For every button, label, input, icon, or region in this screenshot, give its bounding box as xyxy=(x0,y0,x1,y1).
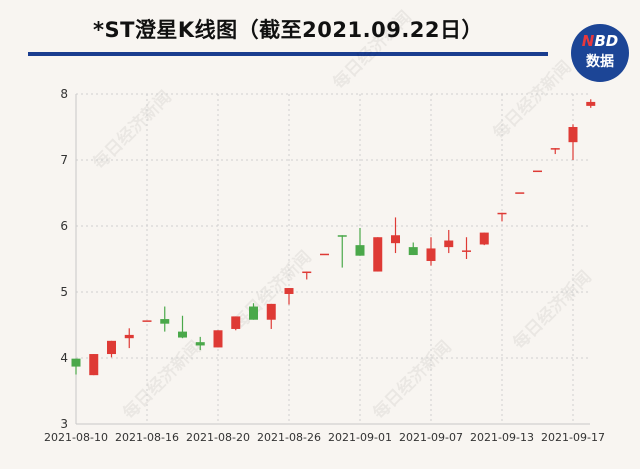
watermark: 每日经济新闻 xyxy=(329,7,416,94)
watermark: 每日经济新闻 xyxy=(119,337,206,424)
x-tick-label: 2021-08-20 xyxy=(186,431,250,444)
candle-2021-08-31 xyxy=(337,235,347,268)
candle-body xyxy=(426,248,436,261)
candle-body xyxy=(89,354,99,376)
candle-2021-08-23 xyxy=(231,316,241,331)
chart-title: *ST澄星K线图（截至2021.09.22日） xyxy=(92,18,484,42)
candle-2021-08-30 xyxy=(320,253,329,256)
candle-2021-09-22 xyxy=(586,99,596,108)
x-tick-label: 2021-08-26 xyxy=(257,431,321,444)
candle-body xyxy=(249,306,258,320)
axes: 3 4 5 6 7 8 2021-08-10 2021-08-16 2021-08-20 2021… xyxy=(44,87,605,444)
candle-body xyxy=(107,340,116,355)
candle-2021-09-08 xyxy=(444,229,454,254)
candle-2021-08-19 xyxy=(195,336,205,351)
candle-body xyxy=(533,170,542,173)
watermark: 每日经济新闻 xyxy=(369,337,456,424)
candle-body xyxy=(408,247,418,256)
candle-2021-09-06 xyxy=(408,242,418,256)
candle-body xyxy=(231,316,241,329)
logo-text: BD xyxy=(594,32,619,50)
candle-2021-08-20 xyxy=(213,330,223,348)
candle-2021-09-09 xyxy=(462,237,471,259)
candle-body xyxy=(71,358,81,367)
candle-2021-08-13 xyxy=(124,328,134,349)
candle-body xyxy=(302,271,312,274)
x-tick-label: 2021-08-10 xyxy=(44,431,108,444)
candle-2021-09-03 xyxy=(391,217,400,254)
candle-body xyxy=(124,334,134,339)
candle-body xyxy=(142,320,152,322)
candle-body xyxy=(195,342,205,346)
candle-2021-09-01 xyxy=(355,227,365,256)
candle-body xyxy=(515,192,525,194)
candle-body xyxy=(586,101,596,106)
candle-2021-08-16 xyxy=(142,320,152,322)
candle-2021-09-16 xyxy=(550,148,560,155)
candle-2021-09-13 xyxy=(497,212,507,222)
candle-2021-09-14 xyxy=(515,192,525,194)
x-tick-label: 2021-09-17 xyxy=(541,431,605,444)
candle-body xyxy=(462,250,471,252)
nbd-logo: NBD 数据 xyxy=(571,24,629,82)
y-tick-label: 3 xyxy=(60,417,68,431)
candle-2021-08-17 xyxy=(160,306,170,332)
candle-2021-09-07 xyxy=(426,237,436,266)
candle-2021-08-12 xyxy=(107,340,116,358)
candle-2021-09-17 xyxy=(568,124,578,160)
candle-body xyxy=(550,148,560,150)
candle-2021-09-10 xyxy=(479,232,489,246)
candle-2021-08-26 xyxy=(284,288,294,305)
logo-accent: N xyxy=(581,32,595,50)
x-tick-label: 2021-08-16 xyxy=(115,431,179,444)
y-tick-label: 5 xyxy=(60,285,68,299)
x-tick-label: 2021-09-13 xyxy=(470,431,534,444)
candle-2021-09-02 xyxy=(373,237,383,272)
candle-body xyxy=(337,235,347,237)
candle-body xyxy=(391,235,400,244)
watermark: 每日经济新闻 xyxy=(509,267,596,354)
y-tick-label: 6 xyxy=(60,219,68,233)
x-tick-label: 2021-09-01 xyxy=(328,431,392,444)
candle-2021-09-15 xyxy=(533,170,542,173)
candle-2021-08-18 xyxy=(178,315,187,339)
candle-body xyxy=(444,240,454,248)
candle-body xyxy=(355,245,365,256)
candle-body xyxy=(284,288,294,294)
title-underline xyxy=(28,52,548,56)
candle-body xyxy=(266,303,276,320)
candle-2021-08-24 xyxy=(249,303,258,320)
grid xyxy=(76,93,590,424)
candle-body xyxy=(178,331,187,338)
candle-2021-08-11 xyxy=(89,354,99,376)
candle-2021-08-27 xyxy=(302,271,312,280)
candle-2021-08-25 xyxy=(266,303,276,329)
candle-body xyxy=(373,237,383,272)
candle-body xyxy=(497,212,507,215)
candle-2021-08-10 xyxy=(71,358,81,375)
y-tick-label: 4 xyxy=(60,351,68,365)
y-tick-label: 7 xyxy=(60,153,68,167)
candle-body xyxy=(479,232,489,245)
watermark: 每日经济新闻 xyxy=(229,247,316,334)
candle-body xyxy=(568,127,578,143)
candles xyxy=(71,99,596,376)
x-tick-label: 2021-09-07 xyxy=(399,431,463,444)
candle-body xyxy=(320,253,329,256)
y-tick-label: 8 xyxy=(60,87,68,101)
logo-subtext: 数据 xyxy=(586,54,614,70)
candle-body xyxy=(160,319,170,324)
watermarks: 每日经济新闻每日经济新闻每日经济新闻每日经济新闻每日经济新闻每日经济新闻每日经济… xyxy=(89,7,596,424)
candle-body xyxy=(213,330,223,348)
